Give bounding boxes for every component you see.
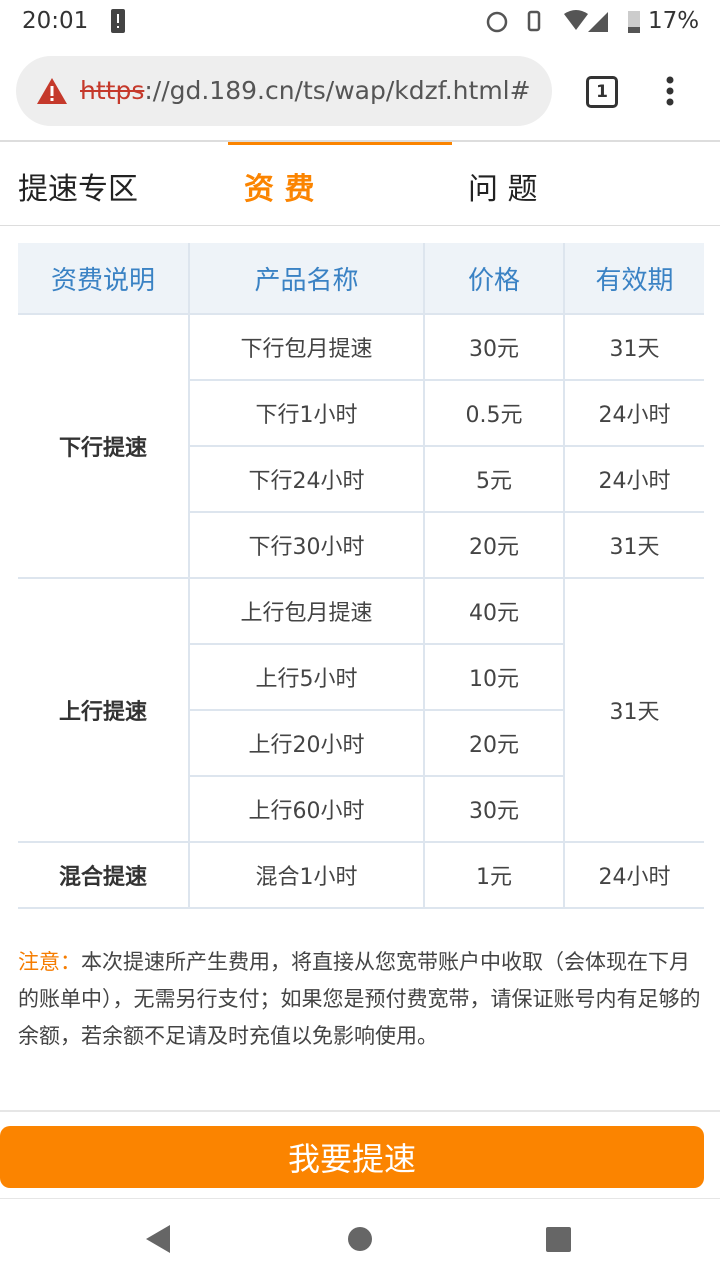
url-scheme: https bbox=[80, 76, 145, 105]
validity-cell: 24小时 bbox=[565, 447, 704, 511]
status-bar: 20:01 17% bbox=[0, 0, 720, 42]
alert-icon bbox=[111, 9, 125, 33]
header-cell: 产品名称 bbox=[190, 243, 423, 313]
tab-switcher[interactable]: 1 bbox=[586, 76, 618, 108]
product-cell: 上行20小时 bbox=[190, 711, 423, 775]
back-button[interactable] bbox=[146, 1225, 170, 1253]
price-cell: 0.5元 bbox=[425, 381, 563, 445]
group-cell: 混合提速 bbox=[18, 843, 188, 907]
validity-cell: 31天 bbox=[565, 579, 704, 841]
active-tab-indicator bbox=[228, 142, 452, 145]
product-cell: 混合1小时 bbox=[190, 843, 423, 907]
validity-cell: 24小时 bbox=[565, 381, 704, 445]
price-cell: 20元 bbox=[425, 513, 563, 577]
product-cell: 上行5小时 bbox=[190, 645, 423, 709]
header-cell: 价格 bbox=[425, 243, 563, 313]
header-cell: 有效期 bbox=[565, 243, 704, 313]
battery-level: 17% bbox=[648, 8, 700, 34]
speedup-button[interactable]: 我要提速 bbox=[0, 1126, 704, 1188]
price-cell: 10元 bbox=[425, 645, 563, 709]
product-cell: 下行1小时 bbox=[190, 381, 423, 445]
price-cell: 30元 bbox=[425, 777, 563, 841]
product-cell: 上行60小时 bbox=[190, 777, 423, 841]
note-label: 注意： bbox=[18, 950, 81, 974]
group-cell: 上行提速 bbox=[18, 579, 188, 841]
recents-button[interactable] bbox=[546, 1227, 571, 1252]
tab[interactable]: 提速专区 bbox=[18, 172, 138, 207]
home-button[interactable] bbox=[348, 1227, 372, 1251]
footer-divider bbox=[0, 1110, 720, 1112]
price-cell: 40元 bbox=[425, 579, 563, 643]
menu-button[interactable] bbox=[664, 76, 676, 108]
insecure-icon bbox=[37, 78, 67, 104]
tab[interactable]: 资 费 bbox=[244, 172, 315, 207]
validity-cell: 31天 bbox=[565, 315, 704, 379]
toolbar-divider bbox=[0, 140, 720, 142]
status-icons bbox=[486, 10, 608, 33]
note: 注意：本次提速所产生费用，将直接从您宽带账户中收取（会体现在下月的账单中），无需… bbox=[18, 944, 704, 1055]
price-cell: 20元 bbox=[425, 711, 563, 775]
header-cell: 资费说明 bbox=[18, 243, 188, 313]
product-cell: 下行24小时 bbox=[190, 447, 423, 511]
price-cell: 5元 bbox=[425, 447, 563, 511]
price-cell: 30元 bbox=[425, 315, 563, 379]
fee-table: 资费说明 产品名称 价格 有效期 下行提速 下行包月提速 30元 31天 下行1小时 0.5元 24… bbox=[18, 243, 704, 909]
tab[interactable]: 问 题 bbox=[468, 172, 538, 207]
validity-cell: 31天 bbox=[565, 513, 704, 577]
validity-cell: 24小时 bbox=[565, 843, 704, 907]
group-cell: 下行提速 bbox=[18, 315, 188, 577]
clock: 20:01 bbox=[22, 8, 89, 34]
url-rest: ://gd.189.cn/ts/wap/kdzf.html# bbox=[144, 76, 531, 105]
product-cell: 下行30小时 bbox=[190, 513, 423, 577]
product-cell: 上行包月提速 bbox=[190, 579, 423, 643]
url-bar[interactable]: https://gd.189.cn/ts/wap/kdzf.html# bbox=[16, 56, 552, 126]
tab-bar: 提速专区 资 费 问 题 bbox=[0, 142, 720, 226]
battery-icon bbox=[628, 11, 640, 33]
product-cell: 下行包月提速 bbox=[190, 315, 423, 379]
note-text: 本次提速所产生费用，将直接从您宽带账户中收取（会体现在下月的账单中），无需另行支… bbox=[18, 950, 701, 1048]
nav-buttons bbox=[146, 1225, 571, 1253]
price-cell: 1元 bbox=[425, 843, 563, 907]
nav-bar bbox=[0, 1198, 720, 1281]
